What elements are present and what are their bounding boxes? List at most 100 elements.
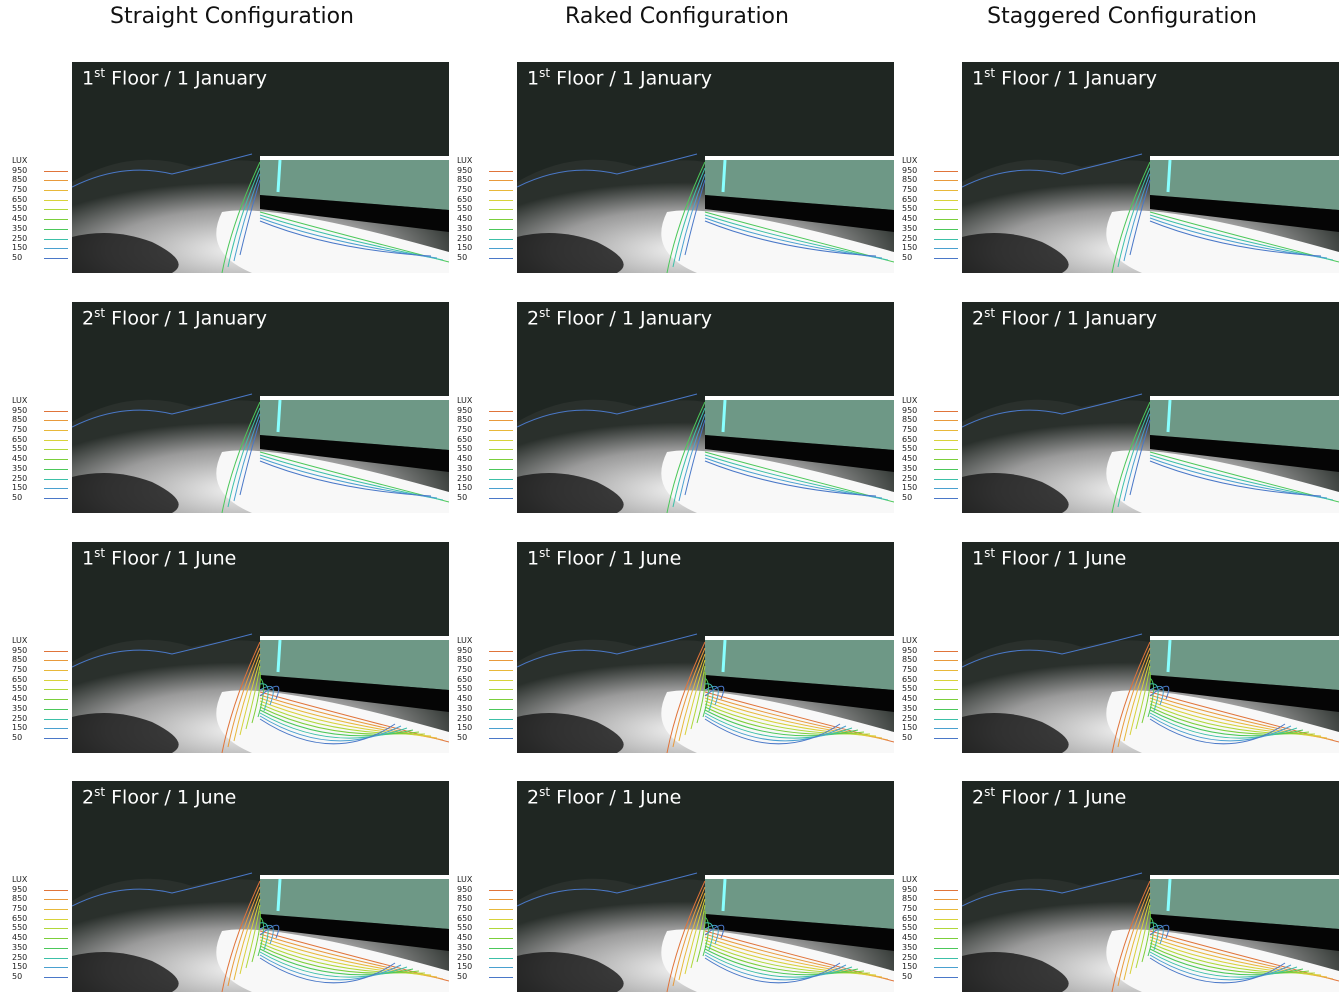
legend-row: 650 <box>902 195 962 205</box>
legend-swatch <box>934 170 958 172</box>
legend-row: 450 <box>902 933 962 943</box>
glass <box>260 399 449 450</box>
legend-unit: LUX <box>12 636 28 645</box>
render-image <box>517 542 894 753</box>
contour <box>1149 922 1298 978</box>
legend-row: 650 <box>12 914 72 924</box>
legend-swatch <box>44 459 68 461</box>
legend-swatch <box>934 199 958 201</box>
legend-level: 250 <box>457 473 473 483</box>
legend-level: 350 <box>457 223 473 233</box>
dark-patch <box>517 952 624 992</box>
legend-level: 350 <box>12 463 28 473</box>
legend-swatch <box>934 899 958 901</box>
legend-swatch <box>44 420 68 422</box>
legend-row: 650 <box>12 195 72 205</box>
legend-level: 350 <box>12 942 28 952</box>
contour <box>517 872 698 907</box>
legend-row: 750 <box>457 425 517 435</box>
legend-row: 250 <box>12 234 72 244</box>
glass <box>1150 639 1339 690</box>
ordinal-suffix: st <box>539 546 551 560</box>
legend-row: 750 <box>902 425 962 435</box>
legend-swatch <box>489 497 513 499</box>
legend-row: 350 <box>12 943 72 953</box>
legend-level: 350 <box>902 703 918 713</box>
legend-swatch <box>934 957 958 959</box>
glass <box>705 159 894 210</box>
label-text: Floor / 1 January <box>1001 67 1158 90</box>
render-image <box>72 542 449 753</box>
legend-level: 650 <box>902 674 918 684</box>
render-panel: 1st Floor / 1 January <box>962 62 1339 273</box>
legend-row: 750 <box>12 185 72 195</box>
contour <box>517 153 698 188</box>
legend-row: 150 <box>12 723 72 733</box>
legend-level: 250 <box>902 713 918 723</box>
legend-level: 650 <box>902 434 918 444</box>
legend-row: 950 <box>12 885 72 895</box>
legend-row: 550 <box>902 204 962 214</box>
legend-swatch <box>489 410 513 412</box>
legend-row: 850 <box>902 655 962 665</box>
legend-swatch <box>934 679 958 681</box>
legend-row: 50 <box>12 493 72 503</box>
render-image <box>72 781 449 992</box>
legend-row: 650 <box>12 675 72 685</box>
contour <box>1129 419 1322 497</box>
legend-row: 950 <box>12 406 72 416</box>
legend-level: 150 <box>12 723 28 733</box>
ordinal: 1 <box>972 547 985 570</box>
contour <box>1149 924 1286 984</box>
legend-swatch <box>489 488 513 490</box>
legend-level: 50 <box>12 971 23 981</box>
legend-swatch <box>44 228 68 230</box>
legend-level: 650 <box>12 194 28 204</box>
legend-swatch <box>489 938 513 940</box>
render-image <box>962 62 1339 273</box>
legend-swatch <box>934 410 958 412</box>
dark-patch <box>962 233 1069 273</box>
legend-level: 550 <box>457 444 473 454</box>
legend-row: 550 <box>457 204 517 214</box>
legend-row: 550 <box>902 444 962 454</box>
legend-level: 550 <box>902 444 918 454</box>
lux-legend: LUX 950 850 750 650 550 450 350 250 150 50 <box>902 875 962 982</box>
legend-row: 850 <box>902 894 962 904</box>
column-title: Straight Configuration <box>110 4 354 29</box>
legend-row: 50 <box>12 733 72 743</box>
contour <box>251 671 420 735</box>
legend-level: 50 <box>902 252 913 262</box>
contour <box>684 419 877 497</box>
lux-legend: LUX 950 850 750 650 550 450 350 250 150 50 <box>457 396 517 503</box>
legend-level: 750 <box>902 425 918 435</box>
legend-row: 850 <box>12 894 72 904</box>
legend-level: 850 <box>902 415 918 425</box>
legend-level: 950 <box>457 405 473 415</box>
contour <box>704 685 841 745</box>
mullion <box>276 159 282 193</box>
contour <box>1129 179 1322 257</box>
contour <box>257 677 414 737</box>
legend-level: 250 <box>12 473 28 483</box>
legend-swatch <box>489 180 513 182</box>
legend-row: 750 <box>12 665 72 675</box>
soffit <box>705 435 894 472</box>
legend-level: 850 <box>457 415 473 425</box>
soffit <box>260 435 449 472</box>
legend-swatch <box>934 190 958 192</box>
label-text: Floor / 1 January <box>111 307 268 330</box>
legend-row: 50 <box>457 972 517 982</box>
legend-level: 650 <box>457 194 473 204</box>
legend-level: 550 <box>12 923 28 933</box>
legend-row: 50 <box>457 733 517 743</box>
mullion <box>1166 399 1172 433</box>
render-panel: 1st Floor / 1 January <box>72 62 449 273</box>
legend-level: 650 <box>12 434 28 444</box>
contour <box>1149 683 1298 739</box>
legend-row: 550 <box>457 444 517 454</box>
legend-swatch <box>489 478 513 480</box>
contour <box>702 916 859 976</box>
legend-row: 450 <box>902 694 962 704</box>
legend-row: 550 <box>12 684 72 694</box>
